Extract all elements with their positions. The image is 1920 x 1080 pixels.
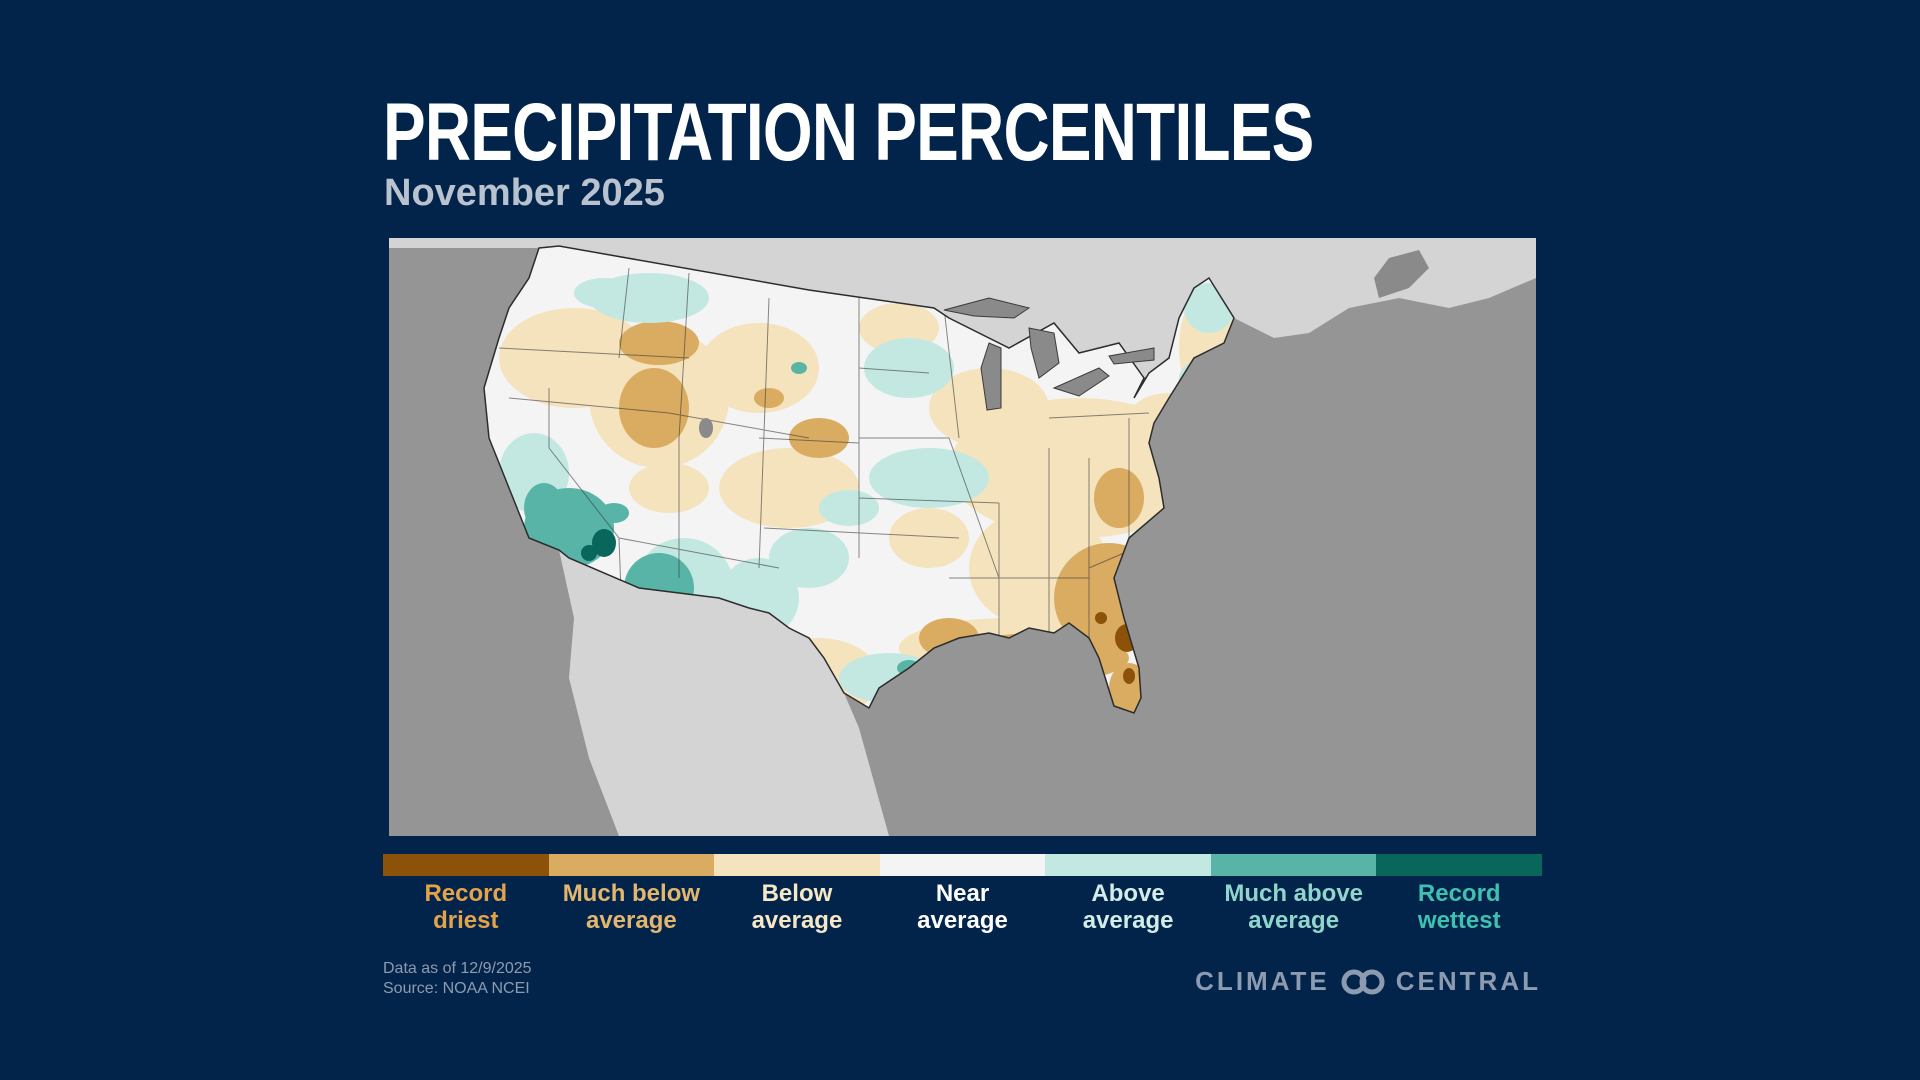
footer-notes: Data as of 12/9/2025 Source: NOAA NCEI — [383, 959, 532, 999]
legend-label-below: Below average — [751, 880, 843, 934]
legend-color-bar — [383, 854, 1543, 876]
legend-label-much-above: Much above average — [1224, 880, 1364, 934]
legend-label-record-wettest: Record wettest — [1417, 880, 1501, 934]
data-date: Data as of 12/9/2025 — [383, 960, 532, 977]
us-map-graphic — [389, 238, 1536, 836]
legend-swatch-much-below — [548, 854, 715, 876]
great-lakes — [943, 297, 1155, 411]
brand-word-climate: CLIMATE — [1195, 966, 1330, 996]
legend-swatch-above — [1045, 854, 1211, 876]
legend-swatch-below — [714, 854, 880, 876]
precipitation-map — [389, 238, 1536, 836]
brand-rings-icon — [1341, 969, 1385, 994]
brand-word-central: CENTRAL — [1395, 966, 1541, 996]
page-title: PRECIPITATION PERCENTILES — [383, 87, 1314, 178]
legend-swatch-much-above — [1210, 854, 1377, 876]
legend-label-much-below: Much below average — [562, 880, 701, 934]
legend-swatch-record-wettest — [1376, 854, 1543, 876]
legend-labels: Record driest Much below average Below a… — [383, 880, 1542, 934]
page-subtitle: November 2025 — [384, 172, 665, 214]
nova-scotia — [1374, 250, 1429, 298]
legend-label-near: Near average — [917, 880, 1008, 934]
legend-label-record-driest: Record driest — [424, 880, 508, 934]
legend-swatch-record-driest — [383, 854, 549, 876]
baja-peninsula — [607, 633, 689, 836]
climate-central-logo: CLIMATE CENTRAL — [1195, 966, 1541, 997]
great-salt-lake — [699, 418, 713, 438]
legend-swatch-near — [879, 854, 1046, 876]
legend-label-above: Above average — [1082, 880, 1174, 934]
mexico-land — [559, 550, 889, 836]
data-source: Source: NOAA NCEI — [383, 980, 530, 997]
